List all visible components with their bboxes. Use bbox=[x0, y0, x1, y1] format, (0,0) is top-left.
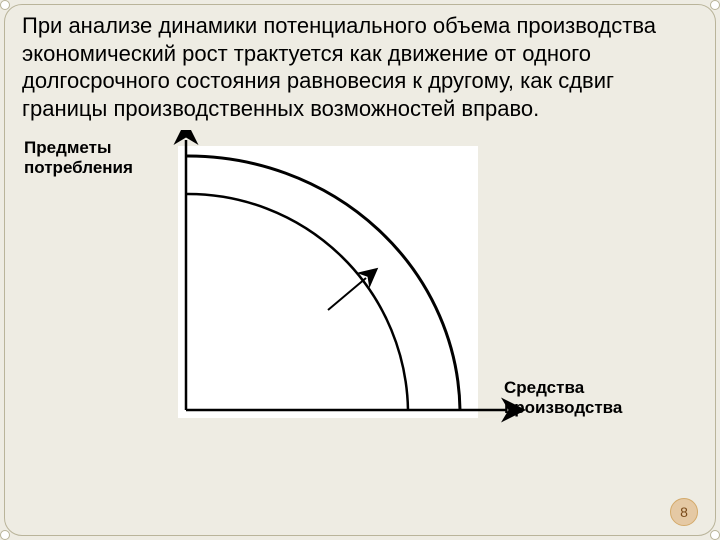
corner-dot-bl bbox=[0, 530, 10, 540]
slide: При анализе динамики потенциального объе… bbox=[0, 0, 720, 540]
corner-dot-tl bbox=[0, 0, 10, 10]
y-axis-label: Предметы потребления bbox=[24, 138, 133, 178]
x-axis-label: Средства производства bbox=[504, 378, 622, 418]
ppf-diagram: Предметы потребления Средства производст… bbox=[76, 130, 636, 460]
corner-dot-tr bbox=[710, 0, 720, 10]
x-axis-label-line2: производства bbox=[504, 398, 622, 417]
x-axis-label-line1: Средства bbox=[504, 378, 584, 397]
page-number-badge: 8 bbox=[670, 498, 698, 526]
page-number: 8 bbox=[680, 504, 688, 520]
main-paragraph: При анализе динамики потенциального объе… bbox=[16, 10, 704, 130]
corner-dot-br bbox=[710, 530, 720, 540]
y-axis-label-line1: Предметы bbox=[24, 138, 112, 157]
y-axis-label-line2: потребления bbox=[24, 158, 133, 177]
